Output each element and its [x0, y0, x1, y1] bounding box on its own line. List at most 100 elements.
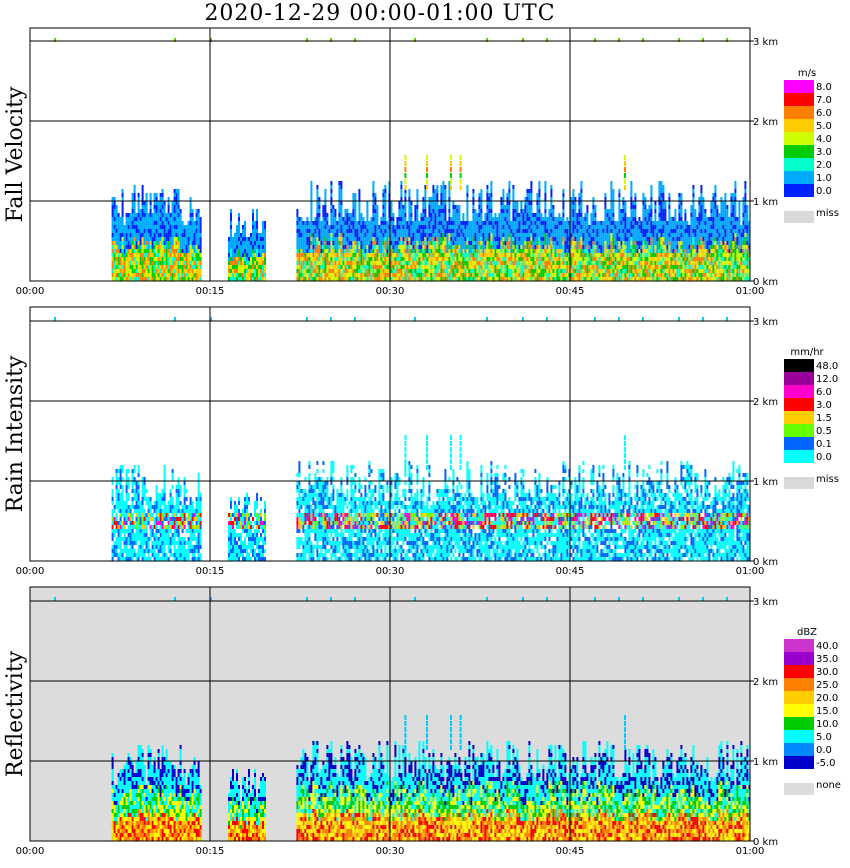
echo-cell: [584, 221, 587, 225]
echo-cell: [177, 257, 180, 261]
echo-cell: [444, 197, 447, 201]
echo-cell: [530, 197, 533, 201]
echo-cell: [568, 245, 571, 249]
echo-cell: [506, 221, 509, 225]
echo-cell: [596, 265, 599, 269]
echo-cell: [374, 201, 377, 205]
echo-cell: [424, 265, 427, 269]
echo-cell: [394, 261, 397, 265]
echo-cell: [398, 253, 401, 257]
echo-cell: [560, 261, 563, 265]
echo-cell: [616, 245, 619, 249]
echo-cell: [630, 201, 633, 205]
echo-cell: [538, 201, 541, 205]
echo-cell: [506, 237, 509, 241]
echo-cell: [236, 277, 238, 281]
echo-cell: [424, 249, 427, 253]
echo-cell: [496, 277, 499, 281]
echo-cell: [372, 261, 375, 265]
echo-cell: [382, 253, 385, 257]
echo-cell: [322, 257, 325, 261]
echo-cell: [554, 261, 557, 265]
echo-cell: [444, 185, 447, 189]
echo-cell: [574, 277, 577, 281]
echo-cell: [632, 249, 635, 253]
echo-cell: [594, 213, 597, 217]
echo-cell: [544, 181, 547, 185]
echo-cell: [534, 217, 537, 221]
echo-cell: [366, 269, 369, 273]
echo-cell: [578, 241, 581, 245]
echo-cell: [131, 249, 134, 253]
echo-cell: [372, 201, 375, 205]
echo-cell: [528, 257, 531, 261]
echo-cell: [364, 273, 367, 277]
echo-cell: [466, 277, 469, 281]
echo-cell: [384, 189, 387, 193]
echo-cell: [630, 233, 633, 237]
echo-cell: [644, 213, 647, 217]
echo-cell: [538, 217, 541, 221]
echo-cell: [552, 249, 555, 253]
echo-cell: [262, 241, 264, 245]
echo-cell: [598, 229, 601, 233]
echo-cell: [242, 265, 244, 269]
echo-cell: [442, 253, 445, 257]
echo-cell: [462, 213, 465, 217]
echo-cell: [464, 229, 467, 233]
echo-cell: [372, 205, 375, 209]
echo-cell: [432, 213, 435, 217]
echo-cell: [250, 245, 252, 249]
echo-cell: [672, 217, 675, 221]
echo-cell: [672, 233, 675, 237]
echo-cell: [181, 245, 184, 249]
echo-cell: [538, 253, 541, 257]
echo-cell: [494, 241, 497, 245]
echo-cell: [616, 253, 619, 257]
echo-cell: [670, 269, 673, 273]
echo-cell: [119, 245, 122, 249]
echo-cell: [153, 213, 156, 217]
echo-cell: [234, 253, 236, 257]
echo-cell: [622, 269, 625, 273]
echo-cell: [248, 245, 250, 249]
echo-cell: [606, 233, 609, 237]
echo-cell: [548, 261, 551, 265]
echo-cell: [694, 245, 697, 249]
echo-cell: [133, 277, 136, 281]
echo-cell: [610, 269, 613, 273]
echo-cell: [578, 237, 581, 241]
echo-cell: [374, 241, 377, 245]
echo-cell: [538, 181, 541, 185]
echo-cell: [175, 201, 178, 205]
echo-cell: [502, 253, 505, 257]
echo-cell: [376, 257, 379, 261]
echo-cell: [260, 277, 262, 281]
echo-cell: [474, 249, 477, 253]
echo-cell: [488, 209, 491, 213]
echo-cell: [584, 213, 587, 217]
echo-cell: [560, 269, 563, 273]
echo-cell: [374, 213, 377, 217]
echo-cell: [157, 257, 160, 261]
echo-cell: [566, 241, 569, 245]
echo-cell: [684, 245, 687, 249]
echo-cell: [408, 213, 411, 217]
echo-cell: [526, 225, 529, 229]
echo-cell: [620, 257, 623, 261]
echo-cell: [342, 265, 345, 269]
echo-cell: [636, 261, 639, 265]
echo-cell: [502, 229, 505, 233]
echo-cell: [155, 257, 158, 261]
echo-cell: [596, 229, 599, 233]
echo-cell: [514, 277, 517, 281]
echo-cell: [342, 241, 345, 245]
echo-cell: [634, 269, 637, 273]
echo-cell: [121, 193, 124, 197]
echo-cell: [604, 213, 607, 217]
echo-cell: [384, 213, 387, 217]
echo-cell: [464, 253, 467, 257]
echo-cell: [478, 253, 481, 257]
echo-cell: [402, 225, 405, 229]
echo-cell: [320, 241, 323, 245]
